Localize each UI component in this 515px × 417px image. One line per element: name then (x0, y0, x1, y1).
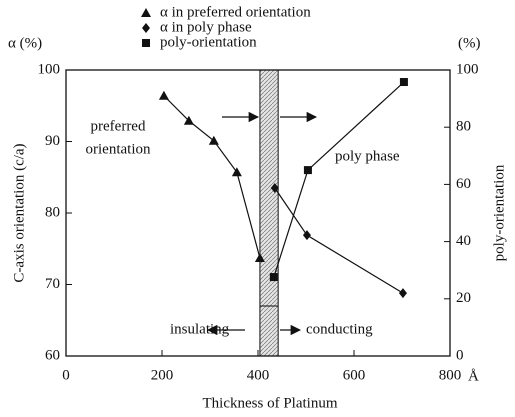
y-tick-label: 60 (45, 347, 60, 363)
y2-tick-label: 80 (456, 119, 471, 135)
marker (142, 23, 150, 33)
legend-label: α in preferred orientation (160, 4, 311, 20)
marker (183, 115, 194, 125)
marker (303, 166, 312, 175)
y-tick-label: 70 (45, 276, 60, 292)
legend-label: poly-orientation (160, 34, 257, 50)
y2-tick-label: 0 (456, 347, 464, 363)
marker (269, 273, 278, 282)
y2-tick-label: 60 (456, 176, 471, 192)
marker (398, 288, 407, 299)
marker (302, 230, 311, 241)
y-axis-label: C-axis orientation (c/a) (11, 143, 27, 282)
y2-axis-label: poly-orientation (491, 164, 507, 261)
marker (399, 78, 408, 87)
y-tick-label: 80 (45, 204, 60, 220)
x-tick-label: 0 (62, 367, 70, 383)
y-right-unit: (%) (458, 35, 481, 51)
x-tick-label: 600 (343, 367, 366, 383)
x-unit: Å (468, 368, 479, 384)
y-tick-label: 100 (38, 61, 61, 77)
annotation: orientation (86, 141, 151, 157)
annotation: insulating (170, 321, 230, 337)
y-tick-label: 90 (45, 133, 60, 149)
legend-label: α in poly phase (160, 19, 252, 35)
series-line (163, 95, 261, 259)
x-tick-label: 400 (247, 367, 270, 383)
marker (254, 253, 265, 263)
marker (208, 135, 219, 145)
series-line (274, 187, 404, 294)
marker (141, 8, 151, 17)
x-axis-label: Thickness of Platinum (203, 395, 338, 411)
annotation: preferred (91, 118, 146, 134)
marker (270, 182, 279, 193)
marker (142, 39, 150, 47)
y-left-unit: α (%) (8, 35, 42, 51)
y2-tick-label: 20 (456, 290, 471, 306)
y2-tick-label: 100 (456, 61, 479, 77)
x-tick-label: 200 (151, 367, 174, 383)
shaded-region (259, 69, 279, 357)
annotation: poly phase (335, 148, 400, 164)
annotation: conducting (306, 321, 373, 337)
series-line (273, 81, 405, 278)
marker (158, 90, 169, 100)
plot-frame (65, 69, 451, 357)
y2-tick-label: 40 (456, 233, 471, 249)
marker (231, 167, 242, 177)
x-tick-label: 800 (439, 367, 462, 383)
